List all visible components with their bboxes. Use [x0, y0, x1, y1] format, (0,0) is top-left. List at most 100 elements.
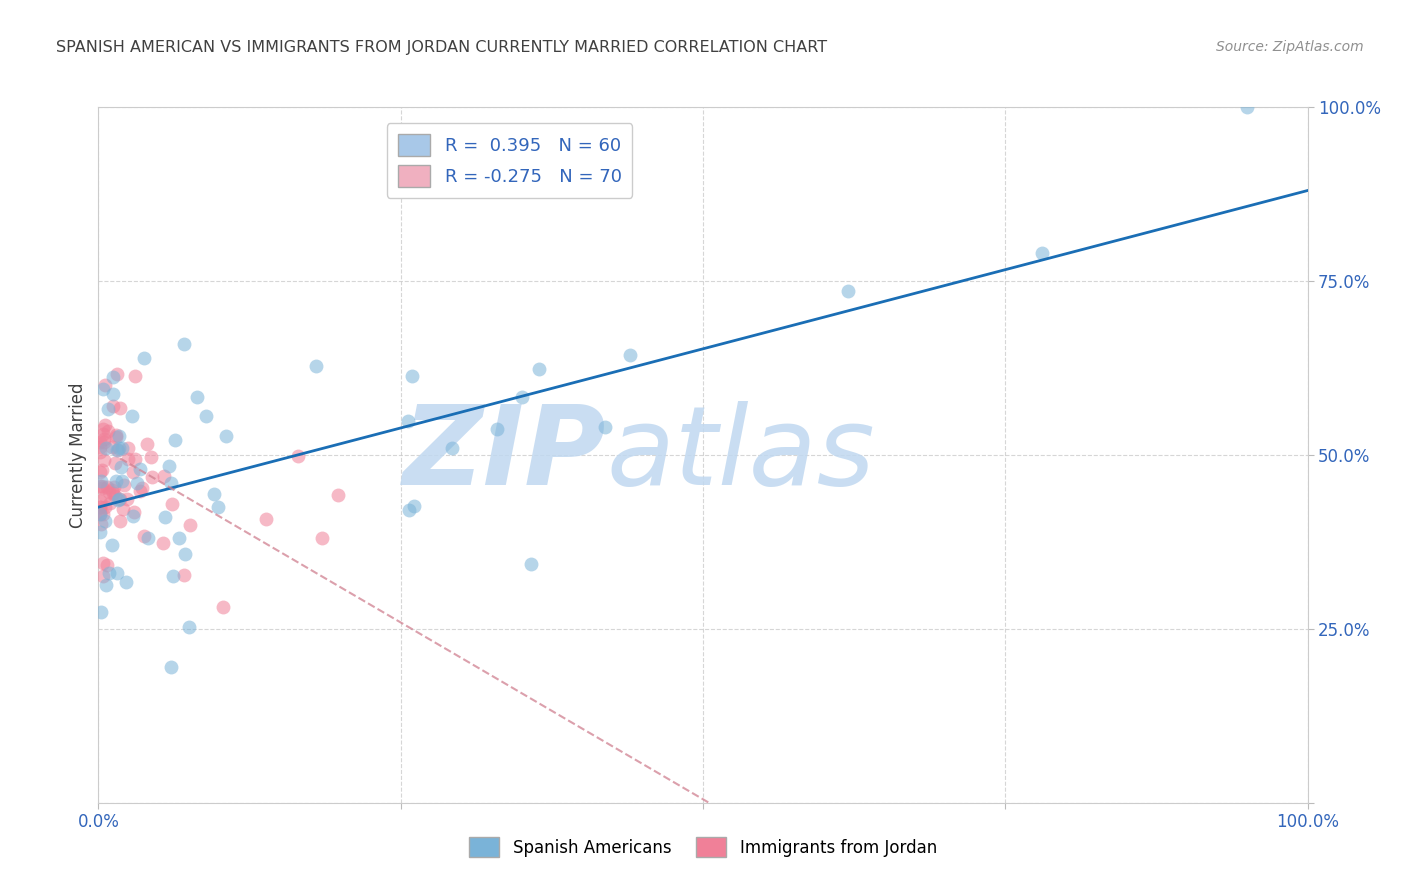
- Point: [1031, 246, 1053, 260]
- Point: [104, 489, 127, 503]
- Point: [115, 492, 138, 507]
- Point: [104, 474, 127, 488]
- Y-axis label: Currently Married: Currently Married: [69, 382, 87, 528]
- Point: [510, 390, 533, 404]
- Point: [105, 428, 128, 442]
- Point: [124, 369, 146, 384]
- Point: [108, 491, 131, 506]
- Point: [837, 284, 859, 298]
- Point: [160, 497, 183, 511]
- Point: [89, 444, 111, 458]
- Point: [93, 435, 115, 450]
- Point: [107, 443, 129, 458]
- Point: [111, 475, 134, 489]
- Point: [111, 441, 134, 455]
- Point: [153, 468, 176, 483]
- Point: [90, 516, 112, 531]
- Point: [101, 538, 124, 552]
- Legend: Spanish Americans, Immigrants from Jordan: Spanish Americans, Immigrants from Jorda…: [463, 830, 943, 864]
- Point: [89, 434, 111, 449]
- Point: [101, 386, 124, 401]
- Point: [98, 496, 121, 510]
- Point: [101, 370, 124, 384]
- Point: [96, 480, 118, 494]
- Point: [89, 507, 111, 521]
- Point: [91, 507, 114, 521]
- Point: [157, 459, 180, 474]
- Point: [441, 441, 464, 455]
- Point: [326, 488, 349, 502]
- Point: [153, 509, 176, 524]
- Point: [91, 481, 114, 495]
- Point: [115, 575, 138, 590]
- Point: [97, 424, 120, 438]
- Point: [122, 465, 145, 479]
- Point: [89, 500, 111, 514]
- Point: [91, 569, 114, 583]
- Point: [195, 409, 218, 424]
- Point: [108, 401, 131, 416]
- Point: [169, 531, 191, 545]
- Point: [141, 470, 163, 484]
- Point: [121, 509, 143, 524]
- Point: [96, 558, 118, 573]
- Point: [163, 433, 186, 447]
- Point: [111, 501, 134, 516]
- Point: [529, 362, 551, 376]
- Point: [108, 428, 131, 442]
- Point: [91, 479, 114, 493]
- Point: [396, 414, 419, 428]
- Text: ZIP: ZIP: [402, 401, 606, 508]
- Point: [117, 441, 139, 455]
- Point: [173, 567, 195, 582]
- Point: [94, 489, 117, 503]
- Point: [97, 484, 120, 499]
- Point: [127, 475, 149, 490]
- Point: [1236, 100, 1258, 114]
- Point: [94, 578, 117, 592]
- Point: [287, 449, 309, 463]
- Point: [124, 452, 146, 467]
- Point: [593, 419, 616, 434]
- Point: [105, 368, 128, 382]
- Point: [160, 475, 183, 490]
- Point: [93, 500, 115, 514]
- Point: [91, 382, 114, 396]
- Point: [121, 409, 143, 424]
- Text: atlas: atlas: [606, 401, 875, 508]
- Point: [186, 390, 208, 404]
- Point: [101, 486, 124, 500]
- Point: [107, 493, 129, 508]
- Point: [89, 500, 111, 514]
- Point: [134, 351, 156, 365]
- Point: [207, 500, 229, 515]
- Point: [91, 427, 114, 442]
- Point: [311, 531, 333, 545]
- Point: [136, 437, 159, 451]
- Point: [110, 514, 132, 528]
- Point: [110, 459, 132, 474]
- Point: [160, 660, 183, 674]
- Point: [129, 462, 152, 476]
- Point: [519, 557, 541, 571]
- Point: [89, 465, 111, 479]
- Point: [401, 369, 423, 384]
- Point: [89, 504, 111, 518]
- Point: [139, 450, 162, 465]
- Point: [103, 399, 125, 413]
- Point: [619, 348, 641, 362]
- Point: [89, 524, 111, 539]
- Point: [485, 422, 508, 436]
- Point: [162, 569, 184, 583]
- Point: [132, 529, 155, 543]
- Point: [112, 478, 135, 492]
- Point: [122, 505, 145, 519]
- Point: [93, 453, 115, 467]
- Text: Source: ZipAtlas.com: Source: ZipAtlas.com: [1216, 40, 1364, 54]
- Point: [202, 487, 225, 501]
- Point: [212, 599, 235, 614]
- Point: [91, 463, 114, 477]
- Point: [136, 532, 159, 546]
- Point: [107, 443, 129, 458]
- Point: [108, 441, 131, 455]
